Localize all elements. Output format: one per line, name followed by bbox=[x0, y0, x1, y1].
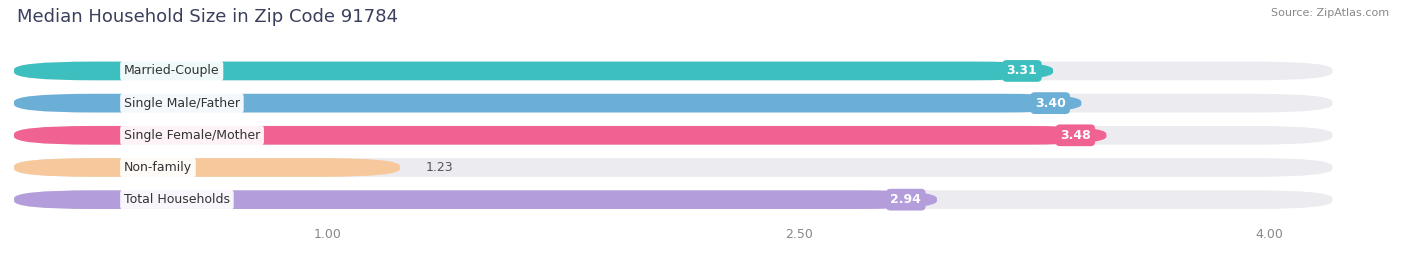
Text: Total Households: Total Households bbox=[124, 193, 231, 206]
Text: 1.23: 1.23 bbox=[425, 161, 453, 174]
Text: 3.48: 3.48 bbox=[1060, 129, 1091, 142]
Text: Single Male/Father: Single Male/Father bbox=[124, 97, 240, 110]
FancyBboxPatch shape bbox=[14, 94, 1081, 112]
Text: Median Household Size in Zip Code 91784: Median Household Size in Zip Code 91784 bbox=[17, 8, 398, 26]
Text: 3.40: 3.40 bbox=[1035, 97, 1066, 110]
Text: 3.31: 3.31 bbox=[1007, 65, 1038, 77]
FancyBboxPatch shape bbox=[14, 62, 1053, 80]
Text: 2.94: 2.94 bbox=[890, 193, 921, 206]
FancyBboxPatch shape bbox=[14, 94, 1333, 112]
FancyBboxPatch shape bbox=[14, 62, 1333, 80]
Text: Single Female/Mother: Single Female/Mother bbox=[124, 129, 260, 142]
FancyBboxPatch shape bbox=[14, 126, 1333, 145]
FancyBboxPatch shape bbox=[14, 158, 1333, 177]
FancyBboxPatch shape bbox=[14, 126, 1107, 145]
Text: Source: ZipAtlas.com: Source: ZipAtlas.com bbox=[1271, 8, 1389, 18]
FancyBboxPatch shape bbox=[14, 190, 1333, 209]
Text: Married-Couple: Married-Couple bbox=[124, 65, 219, 77]
FancyBboxPatch shape bbox=[14, 190, 936, 209]
Text: Non-family: Non-family bbox=[124, 161, 193, 174]
FancyBboxPatch shape bbox=[14, 158, 401, 177]
